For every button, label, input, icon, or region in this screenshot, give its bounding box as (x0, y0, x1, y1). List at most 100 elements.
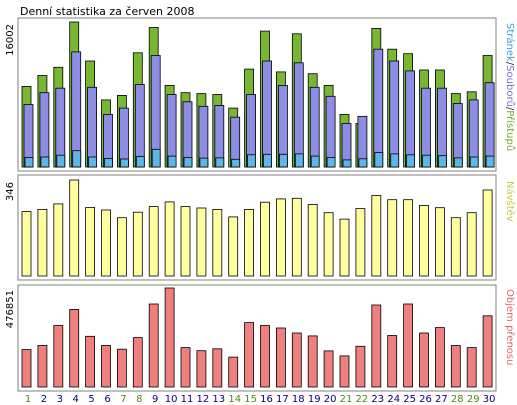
bar-hits-2-day-13 (215, 157, 225, 168)
x-tick-day-11: 11 (181, 394, 194, 405)
x-tick-day-6: 6 (104, 394, 110, 405)
bar-hits-1-day-4 (71, 51, 82, 168)
bar-visits-0-day-9 (148, 206, 159, 277)
bar-hits-1-day-23 (373, 48, 384, 168)
x-tick-day-28: 28 (451, 394, 464, 405)
bar-hits-1-day-5 (87, 86, 97, 168)
panel-hits: 16002 Stránek/Souborů/Přístupů (5, 17, 516, 172)
bar-hits-2-day-19 (310, 155, 320, 168)
x-tick-day-18: 18 (292, 394, 305, 405)
bar-hits-2-day-6 (104, 157, 113, 168)
bar-kbytes-0-day-21 (339, 355, 350, 388)
bar-hits-2-day-16 (263, 153, 272, 168)
bar-kbytes-0-day-6 (101, 345, 111, 388)
x-tick-day-26: 26 (419, 394, 432, 405)
panel-frame (17, 284, 497, 392)
bar-kbytes-0-day-9 (148, 303, 159, 388)
bar-visits-0-day-12 (196, 207, 207, 277)
bar-kbytes-0-day-28 (450, 345, 461, 388)
x-tick-day-10: 10 (165, 394, 178, 405)
bar-hits-2-day-2 (40, 156, 50, 168)
bar-visits-0-day-8 (132, 211, 143, 277)
bar-hits-1-day-27 (436, 87, 447, 168)
bar-visits-0-day-25 (403, 199, 414, 277)
bar-kbytes-0-day-3 (53, 325, 64, 388)
x-tick-day-23: 23 (371, 394, 384, 405)
bar-kbytes-0-day-5 (85, 335, 95, 388)
x-tick-day-21: 21 (340, 394, 353, 405)
bar-kbytes-0-day-23 (371, 304, 382, 388)
x-axis-day-labels: 1 2 3 4 5 6 7 8 9 10 11 12 13 14 15 16 17 18 19 20 21 22 23 24 2… (25, 394, 496, 405)
bar-visits-0-day-19 (307, 203, 318, 277)
x-tick-day-29: 29 (467, 394, 480, 405)
panel-frame (17, 174, 497, 281)
x-tick-day-3: 3 (57, 394, 63, 405)
bar-hits-2-day-21 (342, 159, 352, 168)
bar-visits-0-day-21 (339, 218, 350, 277)
bar-hits-2-day-4 (72, 150, 82, 168)
bar-visits-0-day-7 (117, 217, 127, 277)
chart-title: Denní statistika za červen 2008 (20, 5, 195, 18)
bar-visits-0-day-26 (419, 205, 429, 277)
bar-hits-1-day-25 (405, 70, 416, 168)
bar-visits-0-day-5 (85, 207, 95, 277)
legend-part-hits-0: Stránek (504, 23, 516, 62)
bar-hits-1-day-20 (325, 95, 336, 168)
bar-visits-0-day-2 (37, 208, 48, 277)
bar-kbytes-0-day-19 (307, 335, 318, 388)
bar-hits-1-day-30 (484, 82, 495, 168)
bar-kbytes-0-day-16 (260, 325, 270, 388)
bar-kbytes-0-day-20 (323, 350, 334, 388)
bar-visits-0-day-10 (164, 201, 175, 277)
panel-frame (17, 17, 497, 172)
bar-hits-2-day-18 (294, 153, 304, 168)
bar-kbytes-0-day-15 (244, 322, 255, 388)
bar-visits-0-day-11 (180, 206, 191, 277)
series-visits-0 (21, 179, 493, 277)
ymax-label-visits: 346 (5, 182, 16, 201)
bar-kbytes-0-day-8 (132, 337, 143, 388)
bar-kbytes-0-day-17 (275, 327, 286, 388)
series-hits-1 (23, 48, 495, 168)
x-tick-day-25: 25 (403, 394, 416, 405)
bar-kbytes-0-day-2 (37, 345, 48, 388)
x-tick-day-24: 24 (387, 394, 400, 405)
bar-hits-2-day-25 (406, 154, 416, 168)
bar-hits-2-day-20 (326, 157, 336, 168)
bar-kbytes-0-day-10 (164, 287, 175, 388)
bar-visits-0-day-4 (69, 179, 80, 277)
legend-part-kbytes-0: Objem přenosu (504, 289, 516, 365)
bar-hits-1-day-18 (293, 62, 304, 168)
bar-kbytes-0-day-22 (355, 345, 366, 388)
x-tick-day-15: 15 (244, 394, 257, 405)
bar-hits-1-day-19 (309, 86, 320, 168)
panel-kbytes: 476851 Objem přenosu (5, 284, 516, 392)
bar-kbytes-0-day-1 (21, 349, 32, 388)
bar-visits-0-day-14 (228, 216, 239, 277)
ymax-label-kbytes: 476851 (5, 290, 16, 328)
legend-label-kbytes: Objem přenosu (504, 289, 516, 365)
bar-hits-2-day-26 (422, 154, 431, 168)
x-tick-day-1: 1 (25, 394, 31, 405)
bar-hits-2-day-29 (469, 156, 479, 168)
bar-visits-0-day-27 (434, 207, 445, 277)
bar-visits-0-day-29 (466, 212, 477, 277)
bar-hits-2-day-27 (437, 155, 447, 168)
bar-visits-0-day-6 (101, 209, 111, 277)
bar-kbytes-0-day-11 (180, 347, 191, 388)
x-tick-day-12: 12 (197, 394, 210, 405)
bar-hits-1-day-24 (389, 60, 400, 168)
bar-visits-0-day-30 (482, 189, 493, 277)
series-hits-2 (24, 148, 495, 168)
x-tick-day-4: 4 (73, 394, 79, 405)
bar-hits-2-day-12 (199, 157, 209, 168)
bar-hits-1-day-16 (262, 60, 272, 168)
bar-hits-2-day-10 (167, 155, 177, 168)
bar-kbytes-0-day-29 (466, 347, 477, 388)
bar-hits-1-day-7 (119, 107, 129, 168)
bar-visits-0-day-17 (275, 198, 286, 277)
legend-part-hits-4: Přístupů (504, 110, 516, 151)
bar-visits-0-day-23 (371, 195, 382, 277)
bar-hits-1-day-2 (39, 92, 50, 168)
bar-hits-2-day-23 (374, 152, 384, 168)
